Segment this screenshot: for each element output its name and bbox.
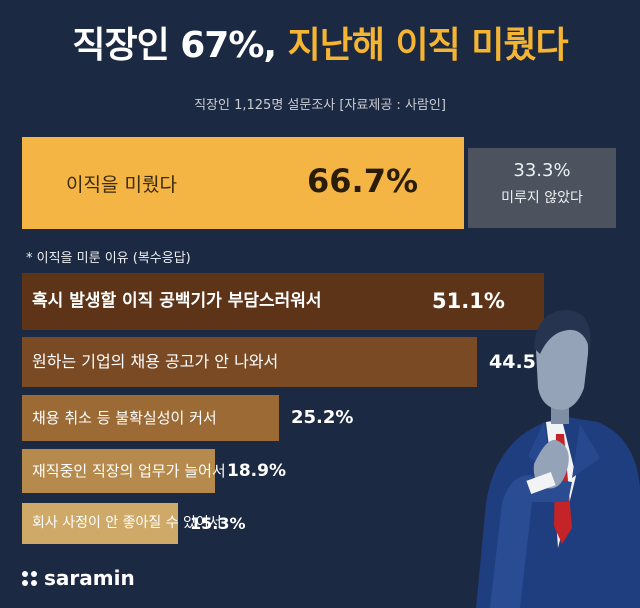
reason-label: 혹시 발생할 이직 공백기가 부담스러워서 [32,291,322,311]
title-orange-part: 지난해 이직 미뤘다 [287,25,569,66]
reason-label: 채용 취소 등 불확실성이 커서 [32,409,217,427]
reason-bar: 회사 사정이 안 좋아질 수 있어서 15.3% [22,503,246,544]
saramin-logo-icon [22,571,38,587]
page-title: 직장인 67%, 지난해 이직 미뤘다 [0,16,640,68]
reason-label: 원하는 기업의 채용 공고가 안 나와서 [32,352,279,371]
brand-name: saramin [44,566,135,590]
subtitle: 직장인 1,125명 설문조사 [자료제공 : 사람인] [194,98,446,113]
reason-label: 재직중인 직장의 업무가 늘어서 [32,462,226,480]
reason-bar: 재직중인 직장의 업무가 늘어서 18.9% [22,449,286,493]
postponed-label: 이직을 미뤘다 [66,174,177,196]
reason-value-label: 18.9% [227,461,286,481]
postponed-value: 66.7% [307,162,419,200]
reason-bar: 채용 취소 등 불확실성이 커서 25.2% [22,395,353,441]
reasons-note: * 이직을 미룬 이유 (복수응답) [26,251,191,266]
reason-value-label: 51.1% [432,289,505,313]
reason-value-label: 25.2% [291,407,354,428]
postponed-bar: 이직을 미뤘다 66.7% [22,137,464,229]
reason-label: 회사 사정이 안 좋아질 수 있어서 [32,515,222,531]
not-postponed-box: 33.3% 미루지 않았다 [468,148,616,228]
not-postponed-value: 33.3% [513,160,571,181]
businessman-illustration [476,310,640,608]
reason-bar: 원하는 기업의 채용 공고가 안 나와서 44.5% [22,337,555,387]
reason-bar: 혹시 발생할 이직 공백기가 부담스러워서 51.1% [22,273,544,330]
title-white-part: 직장인 67%, [72,25,277,66]
not-postponed-label: 미루지 않았다 [501,190,583,206]
reason-value-label: 15.3% [190,514,246,533]
